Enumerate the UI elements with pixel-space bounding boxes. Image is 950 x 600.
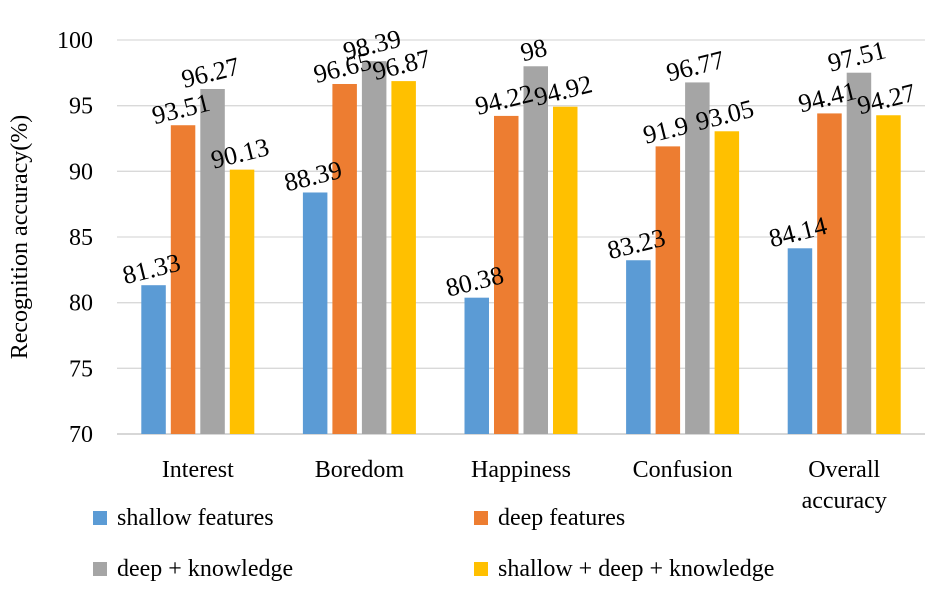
legend-label: shallow + deep + knowledge [498, 556, 774, 582]
y-tick-label: 100 [57, 28, 93, 54]
bar-deep-features [655, 146, 681, 434]
legend-swatch [93, 511, 107, 525]
y-tick-label: 75 [69, 356, 93, 382]
y-tick-label: 85 [69, 225, 93, 251]
bar-deep-knowledge [685, 82, 710, 435]
bar-shallow-features [464, 297, 489, 434]
bar-shallow-deep-knowledge [553, 106, 578, 434]
y-tick-label: 90 [69, 159, 93, 185]
bar-deep-features [494, 115, 519, 434]
data-label: 97.51 [825, 35, 889, 77]
legend-swatch [474, 562, 488, 576]
x-tick-label: Interest [162, 457, 234, 483]
bar-shallow-features [626, 260, 651, 434]
y-axis-title: Recognition accuracy(%) [7, 115, 33, 360]
data-label: 96.27 [179, 52, 243, 94]
bar-deep-knowledge [361, 61, 387, 435]
axes: 70 75 80 85 90 95 100 Interest Boredom Happiness C… [57, 28, 887, 514]
bar-shallow-deep-knowledge [714, 131, 740, 434]
x-tick-label: Overall accuracy [802, 457, 887, 514]
bar-deep-knowledge [523, 66, 548, 435]
legend-label: shallow features [117, 505, 274, 531]
y-tick-label: 95 [69, 94, 93, 120]
bar-deep-knowledge [846, 72, 872, 435]
y-tick-label: 80 [69, 291, 93, 317]
bar-shallow-deep-knowledge [391, 81, 416, 434]
bar-shallow-deep-knowledge [876, 115, 901, 434]
x-tick-label: Confusion [633, 457, 733, 483]
bars [141, 61, 901, 435]
x-tick-label: Happiness [471, 457, 571, 483]
legend-label: deep features [498, 505, 625, 531]
bar-deep-features [170, 125, 196, 434]
bar-deep-features [817, 113, 842, 434]
data-label: 96.77 [663, 45, 727, 87]
bar-shallow-features [302, 192, 328, 434]
legend: shallow features deep features deep + know… [93, 505, 774, 582]
bar-shallow-features [787, 248, 813, 434]
data-label: 91.9 [640, 111, 691, 150]
bar-shallow-deep-knowledge [229, 169, 255, 434]
data-label: 98 [518, 33, 550, 67]
legend-swatch [93, 562, 107, 576]
bar-deep-knowledge [200, 88, 225, 434]
bar-deep-features [332, 83, 357, 434]
legend-swatch [474, 511, 488, 525]
x-tick-label: Boredom [315, 457, 405, 483]
legend-label: deep + knowledge [117, 556, 293, 582]
bar-shallow-features [141, 285, 166, 434]
y-tick-label: 70 [69, 422, 93, 448]
